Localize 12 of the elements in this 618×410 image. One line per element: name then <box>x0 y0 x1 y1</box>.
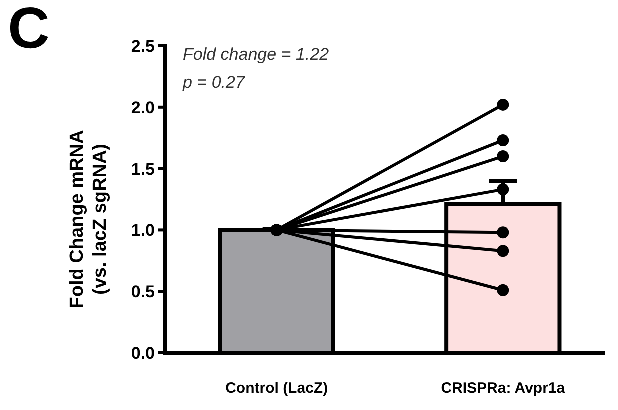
y-tick-label: 1.0 <box>131 221 155 240</box>
y-axis-title: Fold Change mRNA (vs. lacZ sgRNA) <box>67 130 111 309</box>
x-tick-label: Control (LacZ) <box>226 380 328 397</box>
y-tick-label: 1.5 <box>131 160 155 179</box>
y-tick-label: 0.0 <box>131 344 155 363</box>
x-tick-label: CRISPRa: Avpr1a <box>441 380 566 397</box>
annotation: Fold change = 1.22 <box>183 45 330 64</box>
annotation: p = 0.27 <box>182 73 246 92</box>
y-tick-label: 2.5 <box>131 36 155 56</box>
y-tick-label: 0.5 <box>131 282 155 302</box>
chart-title: C <box>8 0 50 61</box>
y-tick-label: 2.0 <box>131 98 155 118</box>
